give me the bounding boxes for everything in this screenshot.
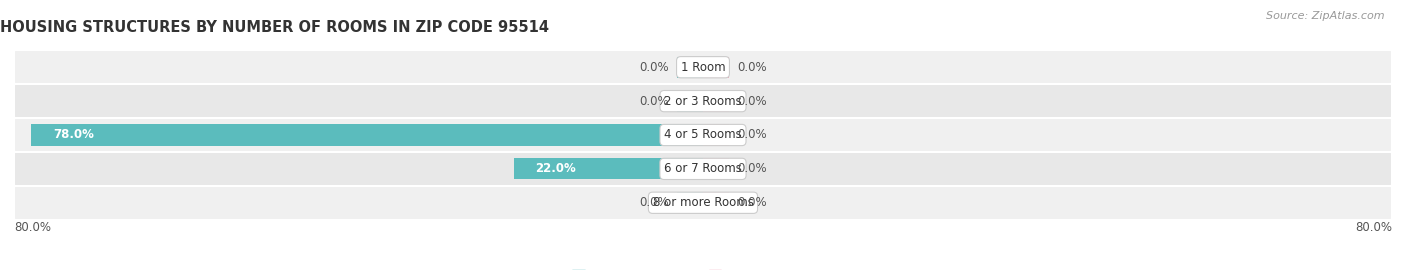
Bar — [14, 50, 1392, 84]
Bar — [703, 57, 728, 78]
Text: 0.0%: 0.0% — [638, 61, 669, 74]
Text: 0.0%: 0.0% — [738, 162, 768, 176]
Bar — [703, 192, 728, 213]
Text: 4 or 5 Rooms: 4 or 5 Rooms — [664, 129, 742, 141]
Text: 0.0%: 0.0% — [638, 94, 669, 108]
Legend: Owner-occupied, Renter-occupied: Owner-occupied, Renter-occupied — [568, 265, 838, 270]
Text: 78.0%: 78.0% — [53, 129, 94, 141]
Text: 0.0%: 0.0% — [738, 196, 768, 209]
Bar — [703, 124, 728, 146]
Text: HOUSING STRUCTURES BY NUMBER OF ROOMS IN ZIP CODE 95514: HOUSING STRUCTURES BY NUMBER OF ROOMS IN… — [0, 20, 550, 35]
Text: 0.0%: 0.0% — [738, 61, 768, 74]
Bar — [31, 124, 703, 146]
Text: 0.0%: 0.0% — [638, 196, 669, 209]
Bar — [678, 57, 703, 78]
Text: 1 Room: 1 Room — [681, 61, 725, 74]
Bar — [703, 91, 728, 112]
Text: 0.0%: 0.0% — [738, 94, 768, 108]
Text: 0.0%: 0.0% — [738, 129, 768, 141]
Text: 8 or more Rooms: 8 or more Rooms — [652, 196, 754, 209]
Bar — [14, 118, 1392, 152]
Bar — [14, 186, 1392, 220]
Bar — [703, 158, 728, 179]
Text: Source: ZipAtlas.com: Source: ZipAtlas.com — [1267, 11, 1385, 21]
Bar — [14, 84, 1392, 118]
Text: 6 or 7 Rooms: 6 or 7 Rooms — [664, 162, 742, 176]
Text: 22.0%: 22.0% — [536, 162, 576, 176]
Bar — [678, 192, 703, 213]
Bar — [678, 91, 703, 112]
Text: 2 or 3 Rooms: 2 or 3 Rooms — [664, 94, 742, 108]
Text: 80.0%: 80.0% — [1355, 221, 1392, 234]
Text: 80.0%: 80.0% — [14, 221, 51, 234]
Bar — [513, 158, 703, 179]
Bar — [14, 152, 1392, 186]
